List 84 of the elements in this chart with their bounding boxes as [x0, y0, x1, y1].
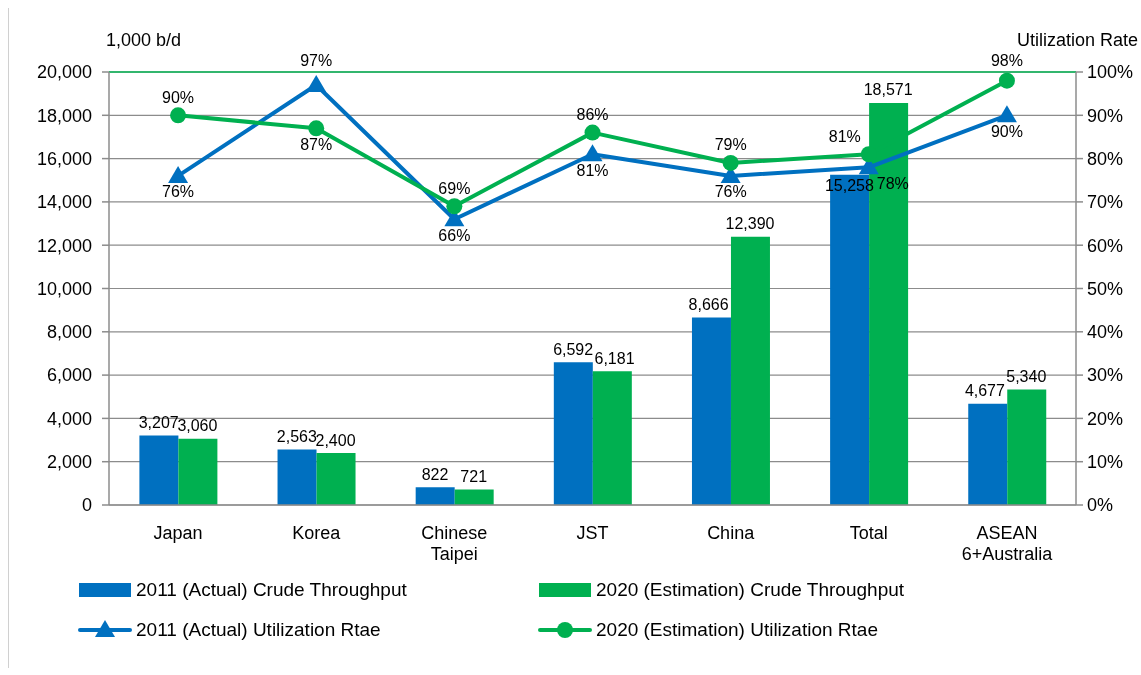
- y2-tick-label: 20%: [1087, 408, 1124, 429]
- data-label: 98%: [990, 51, 1023, 69]
- point: [582, 144, 603, 162]
- x-tick-label: Japan: [153, 523, 203, 543]
- legend-label: 2020 (Estimation) Crude Throughput: [596, 579, 905, 601]
- data-label: 90%: [162, 88, 195, 106]
- y2-tick-label: 30%: [1087, 365, 1124, 386]
- legend-label: 2011 (Actual) Utilization Rtae: [136, 619, 381, 641]
- y-tick-label: 2,000: [46, 452, 92, 473]
- bar: [968, 403, 1008, 505]
- point: [996, 105, 1017, 123]
- x-tick-label: Total: [849, 523, 888, 543]
- bar: [277, 449, 317, 505]
- data-label: 2,400: [315, 431, 356, 449]
- x-tick-label: China: [707, 523, 756, 543]
- bar: [553, 362, 593, 505]
- y-axis-title: 1,000 b/d: [106, 30, 182, 51]
- x-tick-label: Korea: [292, 523, 342, 543]
- data-label: 79%: [714, 136, 747, 154]
- point: [170, 107, 187, 124]
- y2-tick-label: 0%: [1087, 495, 1114, 516]
- bar: [139, 435, 179, 505]
- point: [584, 124, 601, 141]
- y2-tick-label: 40%: [1087, 322, 1124, 343]
- data-label: 76%: [162, 183, 195, 201]
- data-label: 8,666: [688, 295, 729, 313]
- y2-tick-label: 50%: [1087, 278, 1124, 299]
- y-tick-label: 6,000: [46, 365, 92, 386]
- point: [308, 120, 325, 137]
- y2-tick-label: 70%: [1087, 192, 1124, 213]
- data-label: 90%: [990, 122, 1023, 140]
- x-tick-label: Chinese Taipei: [421, 523, 488, 564]
- bar: [1007, 389, 1047, 505]
- data-label: 3,207: [138, 414, 179, 432]
- point: [446, 198, 463, 215]
- bar: [691, 317, 731, 505]
- y2-tick-label: 100%: [1087, 62, 1134, 83]
- data-label: 69%: [438, 179, 471, 197]
- data-label: 76%: [714, 183, 747, 201]
- x-tick-label: JST: [576, 523, 609, 543]
- y-tick-label: 8,000: [46, 322, 92, 343]
- y-tick-label: 10,000: [36, 278, 92, 299]
- data-label: 3,060: [177, 417, 218, 435]
- y2-axis-title: Utilization Rate: [1016, 30, 1138, 51]
- bar: [415, 487, 455, 505]
- point: [998, 72, 1015, 89]
- legend-label: 2020 (Estimation) Utilization Rtae: [596, 619, 878, 641]
- x-tick-label: ASEAN 6+Australia: [961, 523, 1054, 564]
- y2-tick-label: 10%: [1087, 452, 1124, 473]
- y-tick-label: 14,000: [36, 192, 92, 213]
- point: [306, 74, 327, 92]
- bar: [730, 236, 770, 505]
- y2-tick-label: 60%: [1087, 235, 1124, 256]
- data-label: 5,340: [1006, 367, 1047, 385]
- data-label: 822: [421, 465, 449, 483]
- bar: [178, 438, 218, 505]
- y-tick-label: 20,000: [36, 62, 92, 83]
- bar: [316, 453, 356, 505]
- data-label: 721: [460, 467, 488, 485]
- y-tick-label: 16,000: [36, 148, 92, 169]
- y-tick-label: 0: [81, 495, 92, 516]
- y2-tick-label: 80%: [1087, 148, 1124, 169]
- y-tick-label: 12,000: [36, 235, 92, 256]
- y-tick-label: 18,000: [36, 105, 92, 126]
- data-label: 6,592: [553, 340, 594, 358]
- bar: [592, 371, 632, 505]
- data-label: 4,677: [964, 382, 1006, 400]
- data-label: 86%: [576, 106, 609, 124]
- data-label: 97%: [300, 51, 333, 69]
- data-label: 81%: [576, 161, 609, 179]
- data-label: 12,390: [725, 215, 775, 233]
- data-label: 87%: [300, 135, 333, 153]
- y2-tick-label: 90%: [1087, 105, 1124, 126]
- point: [168, 165, 189, 183]
- data-label: 18,571: [863, 81, 913, 99]
- data-label: 2,563: [276, 428, 317, 446]
- data-label: 66%: [438, 226, 471, 244]
- legend-label: 2011 (Actual) Crude Throughput: [136, 579, 407, 601]
- data-label: 6,181: [594, 349, 635, 367]
- data-label: 81%: [828, 127, 861, 145]
- data-label: 78%: [876, 174, 909, 192]
- y-tick-label: 4,000: [46, 408, 92, 429]
- bar: [454, 489, 494, 505]
- point: [722, 154, 739, 171]
